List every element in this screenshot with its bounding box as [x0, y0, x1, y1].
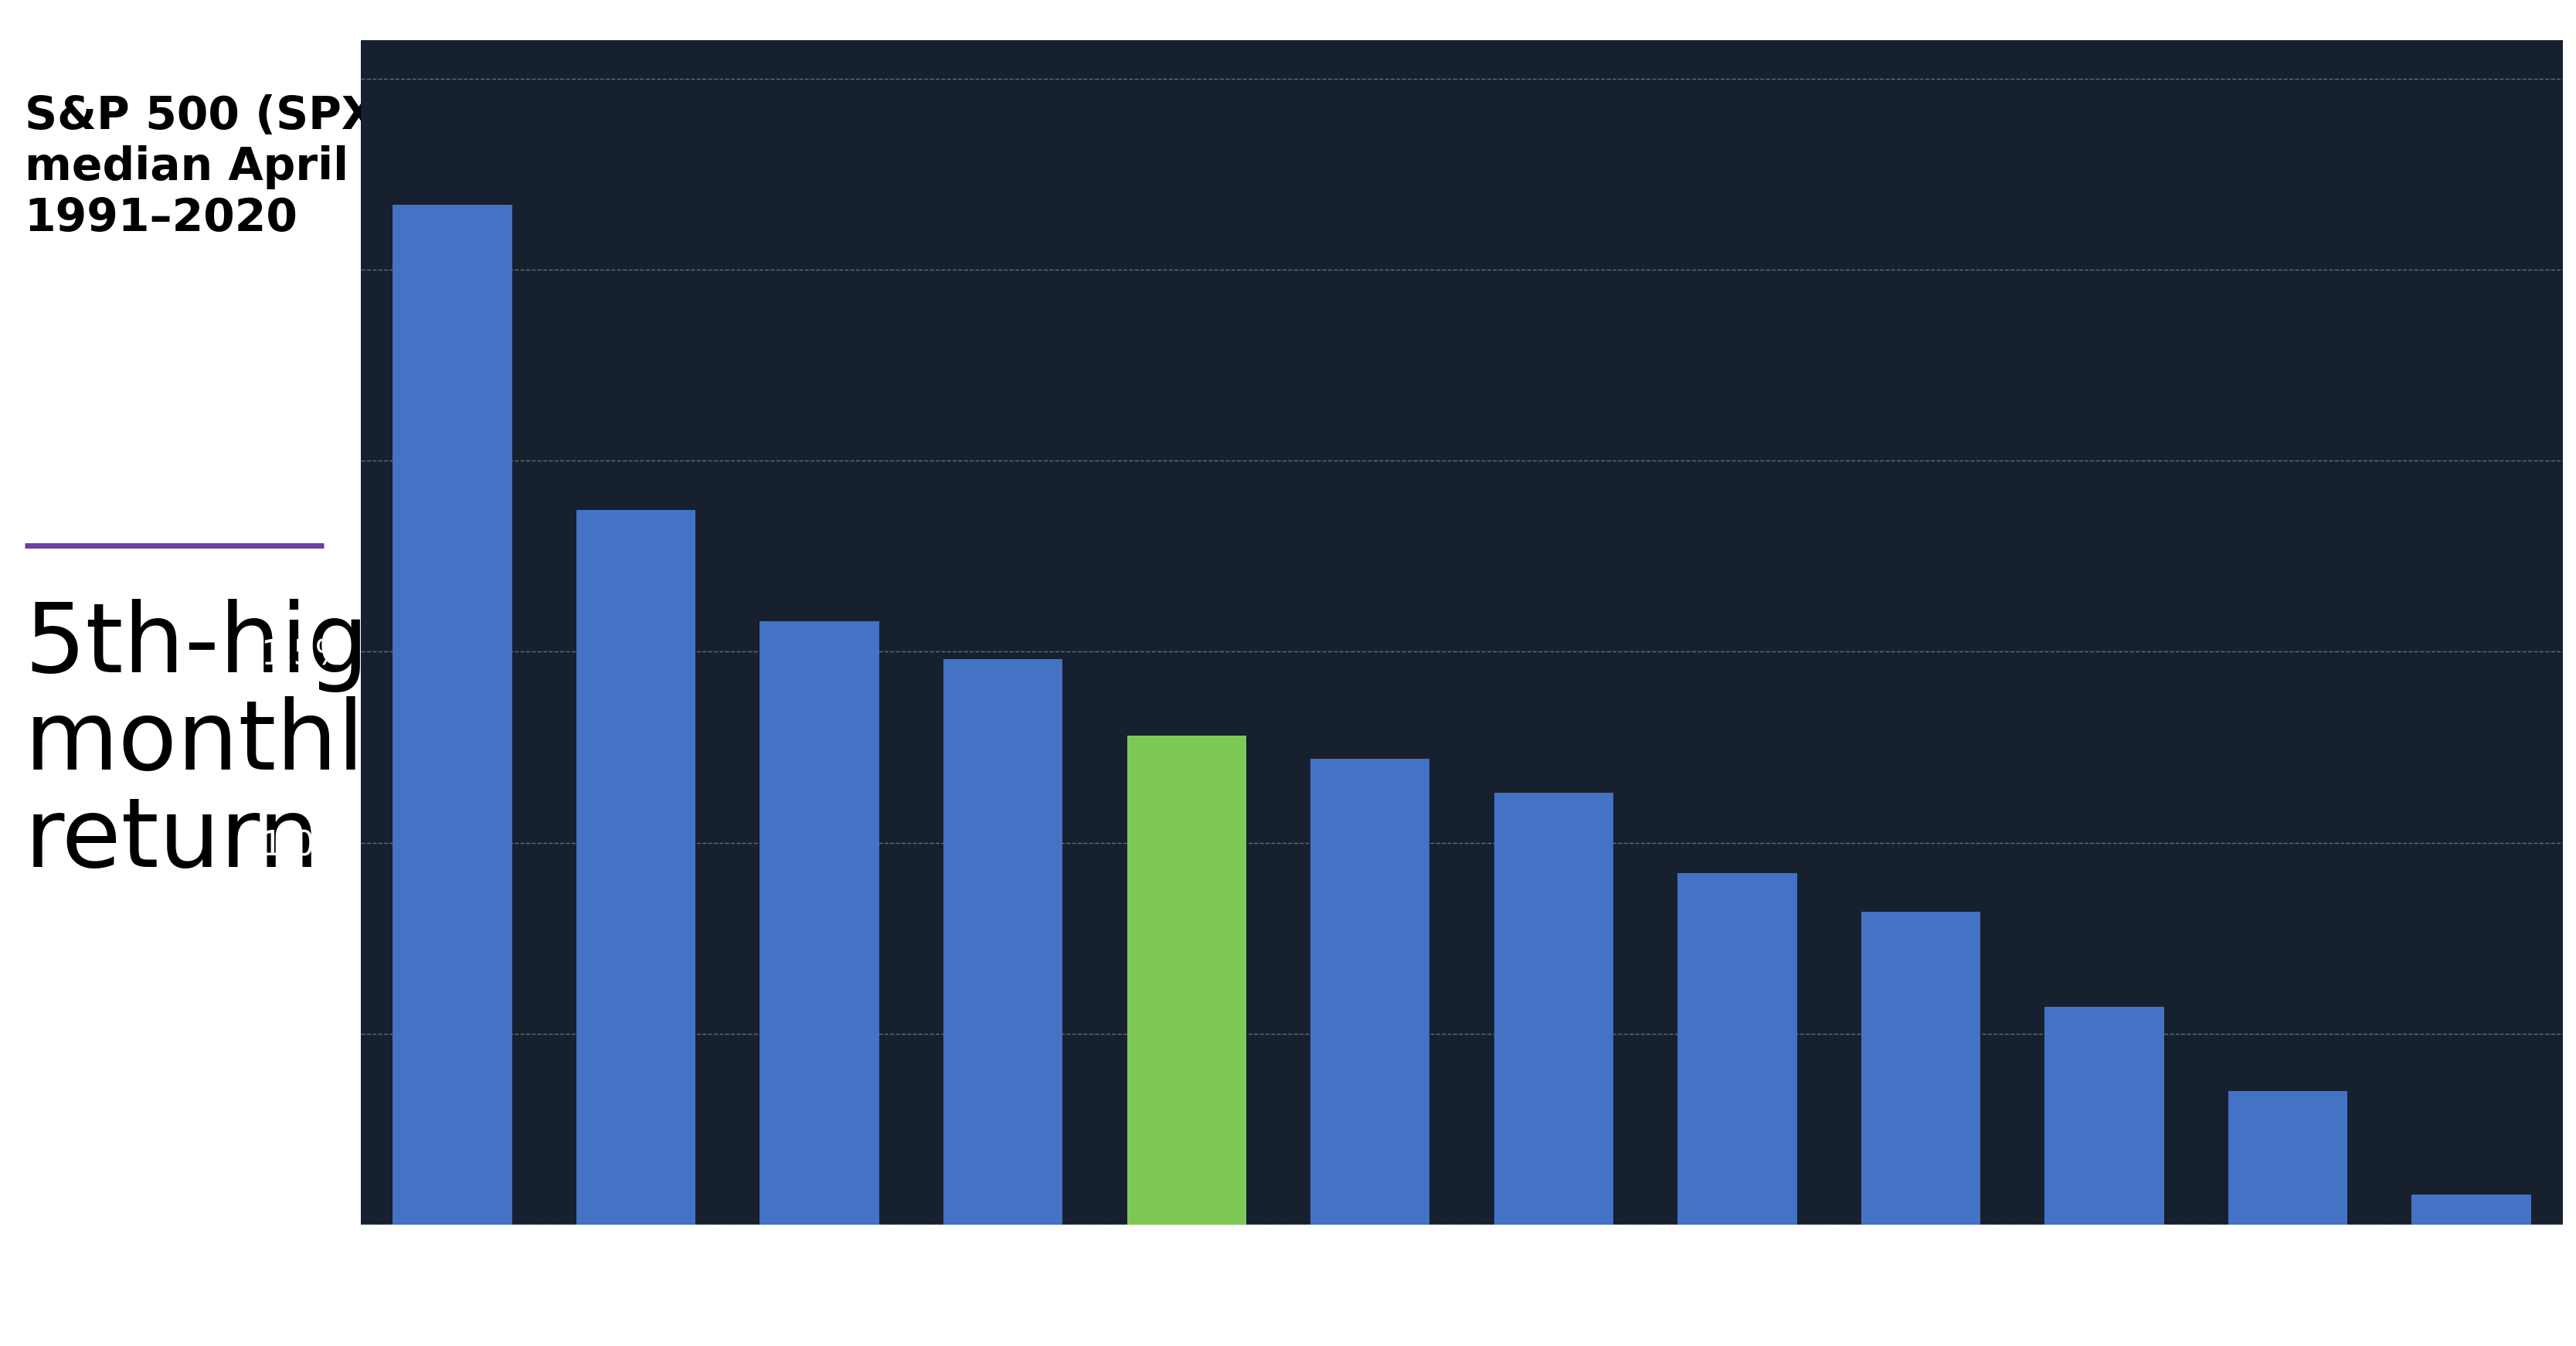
Text: 5th-highest
monthly
return: 5th-highest monthly return: [23, 599, 577, 887]
Bar: [2228, 1092, 2347, 1225]
Bar: [760, 621, 878, 1225]
Bar: [1677, 874, 1798, 1225]
Bar: [2045, 1007, 2164, 1225]
Bar: [392, 205, 513, 1225]
Bar: [2411, 1194, 2532, 1225]
Bar: [1860, 911, 1981, 1225]
Bar: [1311, 759, 1430, 1225]
Bar: [943, 660, 1064, 1225]
Bar: [1494, 793, 1613, 1225]
Text: S&P 500 (SPX)
median April returns,
1991–2020: S&P 500 (SPX) median April returns, 1991…: [23, 94, 569, 240]
Bar: [1126, 736, 1247, 1225]
Bar: [577, 510, 696, 1225]
